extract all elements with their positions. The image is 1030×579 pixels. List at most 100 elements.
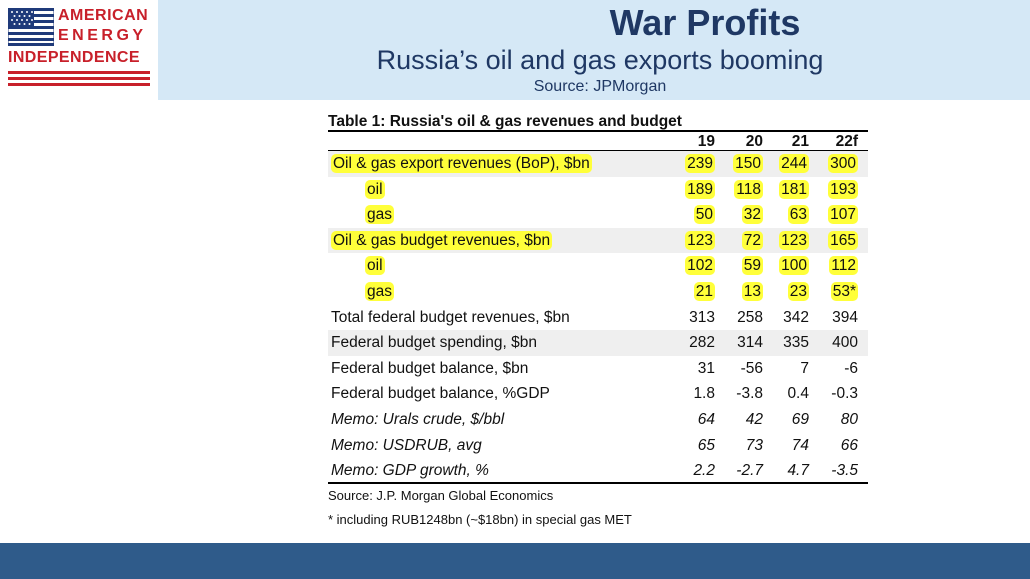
table-cell: 0.4: [787, 385, 809, 403]
header-band: AMERICAN ENERGY INDEPENDENCE War Profits…: [0, 0, 1030, 100]
table-row: gas 21 13 23 53*: [328, 279, 868, 305]
row-label-text: gas: [365, 205, 394, 225]
table-cell: 118: [734, 177, 763, 203]
row-label: Federal budget balance, %GDP: [331, 385, 550, 403]
table-cell-value: 100: [779, 256, 809, 276]
table-cell: 74: [791, 436, 809, 454]
table-cell: 258: [737, 308, 763, 326]
row-label: Memo: USDRUB, avg: [331, 436, 482, 454]
table-cell-value: 239: [685, 154, 715, 173]
table-cell: -2.7: [736, 462, 763, 480]
table-cell-value: 193: [828, 179, 858, 199]
table-row: Federal budget balance, %GDP 1.8 -3.8 0.4 -0…: [328, 381, 868, 407]
table-cell: 50: [693, 202, 715, 228]
table-row: gas 50 32 63 107: [328, 202, 868, 228]
table-cell: 244: [779, 151, 809, 177]
table-row: oil 102 59 100 112: [328, 253, 868, 279]
table-cell-value: 300: [828, 154, 858, 173]
row-label-text: Oil & gas budget revenues, $bn: [331, 230, 553, 250]
table-cell-value: 72: [741, 230, 763, 250]
table-cell: 335: [783, 334, 809, 352]
row-label: Total federal budget revenues, $bn: [331, 308, 570, 326]
row-label-text: oil: [365, 256, 385, 276]
table-cell-value: 123: [779, 230, 809, 250]
table-cell: -0.3: [831, 385, 858, 403]
table-cell: 100: [779, 253, 809, 279]
table-cell: 21: [693, 279, 715, 305]
table-row: Federal budget balance, $bn 31 -56 7 -6: [328, 356, 868, 382]
table-cell: 300: [828, 151, 858, 177]
table-cell: -3.5: [831, 462, 858, 480]
table-cell: 181: [779, 177, 809, 203]
table-cell-value: 181: [779, 179, 809, 199]
table-cell: 1.8: [693, 385, 715, 403]
table-cell: 342: [783, 308, 809, 326]
row-label-text: gas: [365, 281, 394, 301]
table-cell-value: 112: [829, 256, 858, 276]
table-header-row: 19 20 21 22f: [328, 132, 868, 151]
table-body: Oil & gas export revenues (BoP), $bn 239 1…: [328, 151, 868, 484]
table-cell: 80: [840, 410, 858, 428]
table-cell-value: 165: [828, 230, 858, 250]
table-cell: 314: [737, 334, 763, 352]
table-cell-value: 59: [741, 256, 763, 276]
table-cell: 7: [800, 359, 809, 377]
table-cell: -56: [740, 359, 763, 377]
table-footnote: * including RUB1248bn (~$18bn) in specia…: [328, 511, 632, 527]
table-cell: -6: [844, 359, 858, 377]
table-cell: 107: [828, 202, 858, 228]
table-row: Memo: GDP growth, % 2.2 -2.7 4.7 -3.5: [328, 458, 868, 484]
row-label: oil: [365, 253, 385, 279]
row-label: Federal budget spending, $bn: [331, 334, 537, 352]
table-cell: 282: [689, 334, 715, 352]
logo: AMERICAN ENERGY INDEPENDENCE: [0, 0, 158, 100]
table-cell-value: 189: [685, 179, 715, 199]
table-cell: 394: [832, 308, 858, 326]
table-cell: 64: [697, 410, 715, 428]
table-cell: 69: [791, 410, 809, 428]
table-cell: 189: [685, 177, 715, 203]
row-label: gas: [365, 279, 394, 305]
table-cell: 239: [685, 151, 715, 177]
us-flag-icon: [8, 8, 54, 46]
table-cell: 112: [829, 253, 858, 279]
table-cell: 4.7: [787, 462, 809, 480]
page-title: War Profits: [609, 2, 801, 43]
row-label: Federal budget balance, $bn: [331, 359, 529, 377]
table-cell: 193: [828, 177, 858, 203]
table-row: Oil & gas export revenues (BoP), $bn 239 1…: [328, 151, 868, 177]
logo-stripes: [8, 71, 150, 91]
table-cell: 165: [828, 228, 858, 254]
table-row: Federal budget spending, $bn 282 314 335 400: [328, 330, 868, 356]
column-header: 20: [745, 133, 763, 150]
row-label: oil: [365, 177, 385, 203]
table-cell: 31: [697, 359, 715, 377]
table-cell-value: 21: [693, 281, 715, 301]
table-cell: 150: [733, 151, 763, 177]
table-cell-value: 102: [685, 256, 715, 276]
logo-line-american: AMERICAN: [58, 7, 149, 24]
row-label: gas: [365, 202, 394, 228]
table-row: oil 189 118 181 193: [328, 177, 868, 203]
table-cell: 53*: [830, 279, 858, 305]
row-label: Memo: Urals crude, $/bbl: [331, 410, 505, 428]
table-cell-value: 50: [693, 205, 715, 225]
table-row: Memo: Urals crude, $/bbl 64 42 69 80: [328, 407, 868, 433]
revenue-table: Table 1: Russia's oil & gas revenues and…: [328, 112, 868, 529]
table-cell: 123: [685, 228, 715, 254]
table-cell: -3.8: [736, 385, 763, 403]
logo-line-energy: ENERGY: [58, 27, 147, 44]
table-cell: 123: [779, 228, 809, 254]
table-cell-value: 32: [741, 205, 763, 225]
table-cell-value: 23: [787, 281, 809, 301]
logo-line-independence: INDEPENDENCE: [8, 49, 140, 66]
table-cell: 2.2: [693, 462, 715, 480]
table-cell: 42: [745, 410, 763, 428]
footer-bar: [0, 543, 1030, 579]
row-label: Oil & gas budget revenues, $bn: [331, 228, 553, 254]
page-subtitle: Russia’s oil and gas exports booming: [376, 45, 824, 75]
table-row: Oil & gas budget revenues, $bn 123 72 123 16…: [328, 227, 868, 254]
table-cell-value: 63: [787, 205, 809, 225]
table-cell-value: 13: [741, 281, 763, 301]
row-label: Oil & gas export revenues (BoP), $bn: [331, 151, 592, 177]
